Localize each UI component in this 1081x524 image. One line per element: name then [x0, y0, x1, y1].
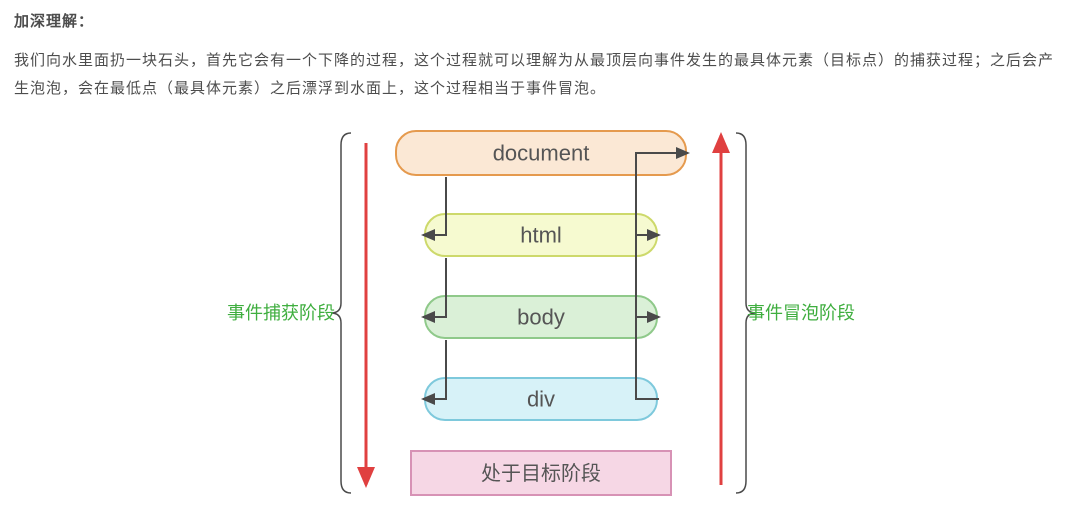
node-label-div: div	[526, 387, 554, 412]
bubble-phase-label: 事件冒泡阶段	[747, 303, 855, 323]
event-flow-diagram: document html body div 处于目标阶段 事件捕获阶段 事件冒泡阶段	[14, 113, 1067, 513]
node-label-html: html	[520, 223, 562, 248]
capture-phase-label: 事件捕获阶段	[227, 303, 335, 323]
node-label-body: body	[517, 305, 565, 330]
node-label-target: 处于目标阶段	[481, 462, 601, 485]
node-label-document: document	[492, 141, 589, 166]
section-paragraph: 我们向水里面扔一块石头，首先它会有一个下降的过程，这个过程就可以理解为从最顶层向…	[14, 47, 1067, 103]
section-heading: 加深理解：	[14, 10, 1067, 31]
